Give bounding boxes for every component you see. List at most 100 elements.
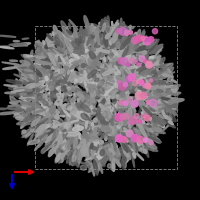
Ellipse shape [72,152,83,159]
Ellipse shape [20,90,34,93]
Ellipse shape [96,78,102,91]
Ellipse shape [146,112,152,116]
Ellipse shape [61,49,64,54]
Ellipse shape [26,118,30,120]
Ellipse shape [15,66,28,75]
Ellipse shape [112,30,115,36]
Ellipse shape [24,73,31,81]
Ellipse shape [40,69,50,78]
Ellipse shape [65,141,69,148]
Ellipse shape [70,74,79,82]
Ellipse shape [25,109,29,113]
Ellipse shape [138,108,141,115]
Ellipse shape [30,83,39,88]
Ellipse shape [57,103,62,107]
Ellipse shape [40,56,53,61]
Ellipse shape [50,78,54,81]
Ellipse shape [93,86,95,93]
Ellipse shape [36,109,46,113]
Ellipse shape [152,93,156,95]
Ellipse shape [117,102,119,110]
Ellipse shape [87,53,93,58]
Ellipse shape [127,68,134,78]
Ellipse shape [73,145,79,150]
Ellipse shape [95,158,98,165]
Ellipse shape [116,28,122,34]
Ellipse shape [81,143,94,148]
Ellipse shape [98,57,108,60]
Ellipse shape [115,113,123,121]
Ellipse shape [75,143,81,154]
Ellipse shape [111,76,114,81]
Ellipse shape [60,115,67,117]
Ellipse shape [55,80,61,84]
Ellipse shape [106,105,108,110]
Ellipse shape [73,80,79,88]
Ellipse shape [103,82,115,86]
Ellipse shape [56,71,64,75]
Ellipse shape [83,84,96,88]
Ellipse shape [144,63,152,69]
Ellipse shape [157,95,165,104]
Ellipse shape [66,40,69,47]
Ellipse shape [122,86,130,91]
Ellipse shape [129,137,138,145]
Ellipse shape [117,132,128,140]
Ellipse shape [84,85,86,88]
Ellipse shape [65,124,68,133]
Ellipse shape [144,60,147,63]
Ellipse shape [103,147,108,163]
Ellipse shape [149,110,151,114]
Ellipse shape [69,155,74,165]
Ellipse shape [76,125,81,130]
Ellipse shape [134,133,137,140]
Ellipse shape [153,98,158,103]
Ellipse shape [130,48,139,53]
Ellipse shape [35,47,45,56]
Ellipse shape [33,106,42,108]
Ellipse shape [123,113,129,119]
Ellipse shape [104,63,110,69]
Ellipse shape [142,129,151,135]
Ellipse shape [45,51,52,54]
Ellipse shape [42,40,48,51]
Ellipse shape [38,119,48,126]
Ellipse shape [141,112,144,116]
Ellipse shape [128,82,137,84]
Ellipse shape [149,71,152,80]
Ellipse shape [78,144,84,155]
Ellipse shape [63,77,70,83]
Ellipse shape [107,44,114,55]
Ellipse shape [131,152,135,167]
Ellipse shape [104,37,109,47]
Ellipse shape [95,30,100,44]
Ellipse shape [27,93,33,105]
Ellipse shape [80,54,84,63]
Ellipse shape [107,86,117,90]
Ellipse shape [124,123,133,130]
Ellipse shape [29,74,38,78]
Ellipse shape [111,115,115,120]
Ellipse shape [158,101,169,105]
Ellipse shape [47,72,56,77]
Ellipse shape [50,63,62,69]
Ellipse shape [83,139,87,151]
Ellipse shape [112,149,123,154]
Ellipse shape [76,78,79,81]
Ellipse shape [156,81,158,88]
Ellipse shape [76,132,78,139]
Ellipse shape [143,84,146,88]
Ellipse shape [29,93,38,103]
Ellipse shape [99,101,110,111]
Ellipse shape [163,122,172,131]
Ellipse shape [135,29,141,44]
Ellipse shape [151,59,156,64]
Ellipse shape [85,137,93,143]
Ellipse shape [127,136,132,141]
Ellipse shape [107,74,111,78]
Ellipse shape [81,135,84,138]
Ellipse shape [14,107,26,115]
Ellipse shape [117,80,121,84]
Ellipse shape [132,144,136,148]
Ellipse shape [63,40,67,47]
